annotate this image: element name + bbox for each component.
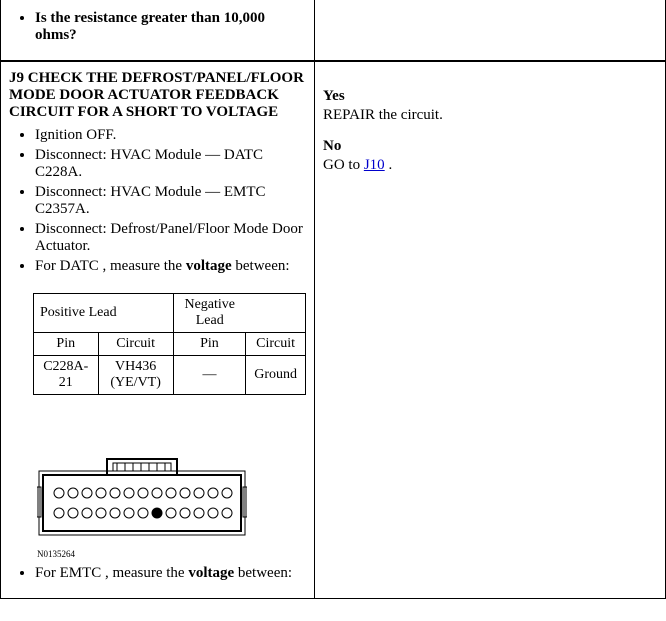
answer-no-text: GO to J10 . [323, 157, 657, 174]
prev-step-right [315, 0, 665, 60]
bullet-measure-datc: For DATC , measure the voltage between: [35, 258, 306, 275]
circuit-header-pos: Circuit [98, 333, 173, 356]
pin-header-pos: Pin [34, 333, 99, 356]
measure-datc-pre: For DATC , measure the [35, 258, 186, 274]
cell-pos-circuit: VH436 (YE/VT) [98, 356, 173, 395]
cell-pos-pin: C228A-21 [34, 356, 99, 395]
goto-j10-link[interactable]: J10 [364, 157, 385, 173]
j9-title: J9 CHECK THE DEFROST/PANEL/FLOOR MODE DO… [9, 70, 306, 121]
prev-question-text: Is the resistance greater than 10,000 oh… [35, 10, 265, 43]
figure-reference: N0135264 [37, 549, 306, 559]
bullet-ignition: Ignition OFF. [35, 127, 306, 144]
no-post: . [385, 157, 393, 173]
neg-lead-header-1: Negative Lead [173, 294, 245, 333]
answer-no-label: No [323, 138, 657, 155]
pin-header-neg: Pin [173, 333, 245, 356]
cell-neg-circuit: Ground [246, 356, 306, 395]
bullet-disconnect-actuator: Disconnect: Defrost/Panel/Floor Mode Doo… [35, 221, 306, 255]
j9-right-cell: Yes REPAIR the circuit. No GO to J10 . [315, 62, 665, 598]
measure-emtc-pre: For EMTC , measure the [35, 565, 188, 581]
circuit-header-neg: Circuit [246, 333, 306, 356]
no-pre: GO to [323, 157, 364, 173]
neg-lead-header-2 [246, 294, 306, 333]
j9-left-cell: J9 CHECK THE DEFROST/PANEL/FLOOR MODE DO… [1, 62, 315, 598]
answer-yes-text: REPAIR the circuit. [323, 107, 657, 124]
cell-neg-pin: — [173, 356, 245, 395]
prev-question-bullet: Is the resistance greater than 10,000 oh… [35, 10, 306, 44]
step-row-j9: J9 CHECK THE DEFROST/PANEL/FLOOR MODE DO… [1, 61, 665, 598]
bullet-disconnect-datc: Disconnect: HVAC Module — DATC C228A. [35, 147, 306, 181]
bullet-disconnect-emtc: Disconnect: HVAC Module — EMTC C2357A. [35, 184, 306, 218]
bullet-measure-emtc: For EMTC , measure the voltage between: [35, 565, 306, 582]
pos-lead-header: Positive Lead [34, 294, 174, 333]
measure-emtc-bold: voltage [188, 565, 234, 581]
step-row-previous: Is the resistance greater than 10,000 oh… [1, 0, 665, 61]
prev-step-left: Is the resistance greater than 10,000 oh… [1, 0, 315, 60]
connector-svg-icon [37, 455, 247, 541]
answer-yes-label: Yes [323, 88, 657, 105]
connector-diagram [37, 455, 306, 541]
measure-emtc-post: between: [234, 565, 292, 581]
lead-table: Positive Lead Negative Lead Pin Circuit … [33, 293, 306, 395]
measure-datc-bold: voltage [186, 258, 232, 274]
measure-datc-post: between: [232, 258, 290, 274]
